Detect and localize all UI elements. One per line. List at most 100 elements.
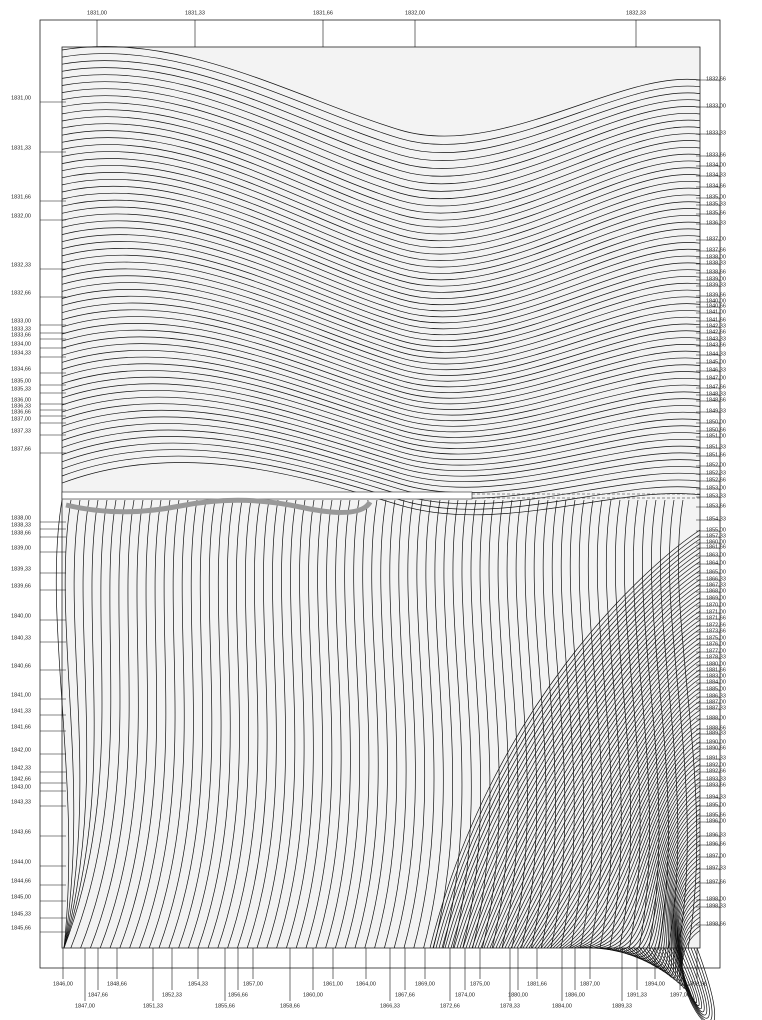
contour xyxy=(510,651,701,949)
right-label: 1861,66 xyxy=(706,544,726,550)
bottom-label: 1860,00 xyxy=(303,992,323,998)
contour xyxy=(61,95,701,192)
right-label: 1857,33 xyxy=(706,533,726,539)
right-label: 1880,00 xyxy=(706,661,726,667)
right-label: 1871,66 xyxy=(706,615,726,621)
contour xyxy=(681,925,713,1020)
contour xyxy=(61,309,701,388)
left-label: 1840,66 xyxy=(11,663,31,669)
contour xyxy=(456,570,701,949)
right-label: 1848,33 xyxy=(706,391,726,397)
contour xyxy=(61,227,701,318)
pier xyxy=(61,491,700,515)
contour xyxy=(61,192,701,287)
contour xyxy=(679,907,703,1010)
contour xyxy=(315,499,342,949)
contour xyxy=(591,772,701,949)
contour xyxy=(61,254,701,342)
right-label: 1887,33 xyxy=(706,705,726,711)
right-label: 1840,66 xyxy=(706,303,726,309)
contour xyxy=(522,669,701,949)
bottom-label: 1864,00 xyxy=(356,981,376,987)
contour xyxy=(168,499,207,949)
contour xyxy=(148,499,189,949)
contour xyxy=(531,682,701,949)
bottom-label: 1866,33 xyxy=(380,1003,400,1009)
contour xyxy=(70,499,117,949)
right-label: 1892,00 xyxy=(706,762,726,768)
contour xyxy=(61,130,701,228)
bottom-label: 1887,00 xyxy=(580,981,600,987)
bottom-label: 1857,00 xyxy=(243,981,263,987)
bottom-label: 1894,00 xyxy=(645,981,665,987)
left-label: 1843,00 xyxy=(11,784,31,790)
contour xyxy=(534,687,701,949)
contour xyxy=(99,499,144,949)
contour xyxy=(442,499,463,949)
contour xyxy=(433,499,453,949)
left-label: 1838,33 xyxy=(11,522,31,528)
contour xyxy=(119,499,162,949)
labels: 1831,00 1831,33 1831,66 1832,00 1832,33 1831,… xyxy=(11,10,726,1009)
contour xyxy=(552,714,701,949)
bottom-label: 1898,66 xyxy=(687,981,707,987)
contour xyxy=(55,499,70,949)
right-label: 1877,00 xyxy=(706,648,726,654)
contour xyxy=(600,786,701,951)
contour xyxy=(207,499,243,949)
bottom-label: 1874,00 xyxy=(455,992,475,998)
bottom-label: 1854,33 xyxy=(188,981,208,987)
contour xyxy=(61,165,701,261)
left-label: 1838,00 xyxy=(11,515,31,521)
bottom-label: 1847,66 xyxy=(88,992,108,998)
right-label: 1834,00 xyxy=(706,162,726,168)
contour xyxy=(61,206,701,299)
right-label: 1839,66 xyxy=(706,292,726,298)
contour xyxy=(681,921,710,1019)
contour xyxy=(246,499,279,949)
right-label: 1839,33 xyxy=(706,282,726,288)
bottom-label: 1851,33 xyxy=(143,1003,163,1009)
contour xyxy=(489,619,701,949)
contour xyxy=(491,499,510,949)
top-label: 1832,00 xyxy=(405,10,425,16)
contour xyxy=(63,499,108,949)
contour xyxy=(585,763,701,949)
contour xyxy=(256,499,288,949)
contour xyxy=(109,499,153,949)
contour xyxy=(61,416,701,477)
bottom-label: 1875,00 xyxy=(470,981,490,987)
contour xyxy=(61,349,701,422)
contour xyxy=(178,499,216,949)
right-label: 1884,00 xyxy=(706,679,726,685)
left-label: 1834,00 xyxy=(11,341,31,347)
top-label: 1832,33 xyxy=(626,10,646,16)
right-label: 1850,00 xyxy=(706,419,726,425)
left-label: 1837,66 xyxy=(11,446,31,452)
contour xyxy=(61,403,701,466)
contour xyxy=(447,556,701,949)
contour xyxy=(570,741,701,949)
contour xyxy=(594,777,701,949)
contour xyxy=(579,754,701,949)
right-label: 1855,00 xyxy=(706,527,726,533)
left-label: 1831,66 xyxy=(11,194,31,200)
contour xyxy=(61,268,701,353)
right-label: 1898,00 xyxy=(706,896,726,902)
top-label: 1831,00 xyxy=(87,10,107,16)
contour xyxy=(61,67,701,161)
contour xyxy=(61,102,701,199)
contour xyxy=(567,736,701,949)
right-label: 1864,00 xyxy=(706,560,726,566)
right-label: 1852,33 xyxy=(706,470,726,476)
contour xyxy=(61,295,701,376)
contour xyxy=(669,499,688,949)
contour xyxy=(227,499,261,949)
right-label: 1845,00 xyxy=(706,359,726,365)
bottom-label: 1847,00 xyxy=(75,1003,95,1009)
contour xyxy=(61,436,701,494)
contour xyxy=(374,499,398,949)
right-label: 1869,00 xyxy=(706,595,726,601)
contour xyxy=(61,116,701,214)
contour xyxy=(61,409,701,471)
